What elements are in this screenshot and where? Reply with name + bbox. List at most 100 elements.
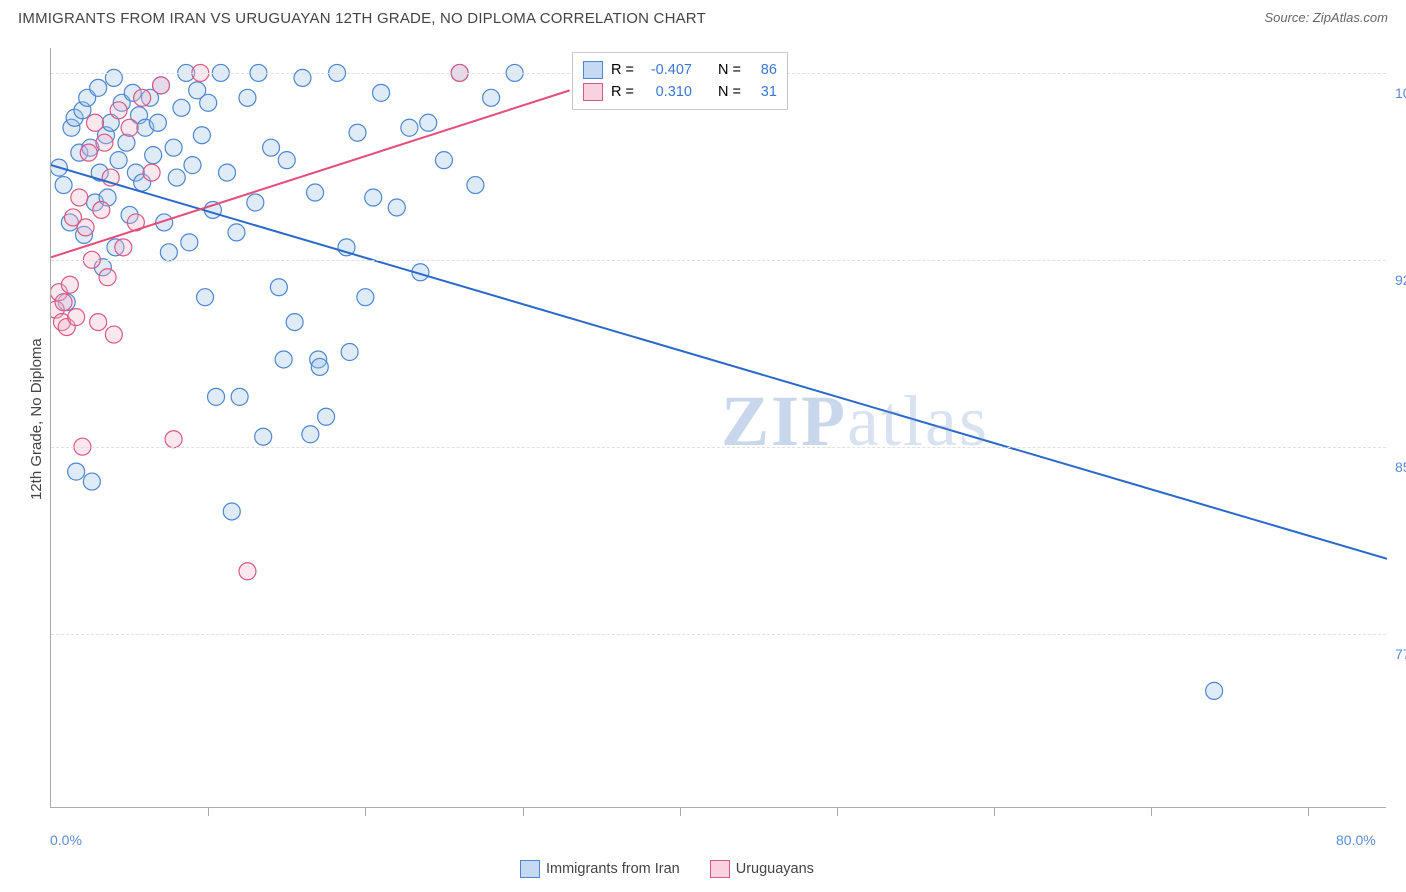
data-point: [110, 152, 127, 169]
data-point: [96, 134, 113, 151]
data-point: [193, 127, 210, 144]
x-tick: [208, 807, 209, 816]
x-axis-max-label: 80.0%: [1336, 832, 1376, 848]
data-point: [278, 152, 295, 169]
data-point: [219, 164, 236, 181]
data-point: [165, 431, 182, 448]
y-axis-label: 12th Grade, No Diploma: [28, 338, 45, 500]
data-point: [286, 314, 303, 331]
data-point: [149, 114, 166, 131]
data-point: [184, 157, 201, 174]
y-tick-label: 92.5%: [1387, 272, 1406, 288]
r-value: -0.407: [642, 62, 692, 78]
data-point: [105, 326, 122, 343]
data-point: [90, 314, 107, 331]
data-point: [71, 189, 88, 206]
source-prefix: Source:: [1264, 10, 1312, 25]
data-point: [467, 177, 484, 194]
data-point: [110, 102, 127, 119]
data-point: [121, 119, 138, 136]
data-point: [55, 294, 72, 311]
source-name: ZipAtlas.com: [1313, 10, 1388, 25]
data-point: [90, 79, 107, 96]
data-point: [77, 219, 94, 236]
data-point: [87, 114, 104, 131]
data-point: [435, 152, 452, 169]
data-point: [307, 184, 324, 201]
data-point: [143, 164, 160, 181]
data-point: [373, 84, 390, 101]
r-label: R =: [611, 62, 634, 78]
data-point: [341, 344, 358, 361]
data-point: [483, 89, 500, 106]
data-point: [239, 563, 256, 580]
data-point: [231, 388, 248, 405]
data-point: [228, 224, 245, 241]
chart-svg: [51, 48, 1387, 808]
data-point: [223, 503, 240, 520]
grid-line: [51, 447, 1386, 448]
x-tick: [365, 807, 366, 816]
data-point: [200, 94, 217, 111]
data-point: [255, 428, 272, 445]
data-point: [247, 194, 264, 211]
x-tick: [523, 807, 524, 816]
data-point: [239, 89, 256, 106]
data-point: [401, 119, 418, 136]
data-point: [93, 201, 110, 218]
data-point: [181, 234, 198, 251]
data-point: [168, 169, 185, 186]
x-tick: [994, 807, 995, 816]
y-tick-label: 85.0%: [1387, 459, 1406, 475]
y-tick-label: 77.5%: [1387, 646, 1406, 662]
r-value: 0.310: [642, 84, 692, 100]
data-point: [357, 289, 374, 306]
data-point: [311, 358, 328, 375]
legend-swatch: [583, 83, 603, 101]
r-label: R =: [611, 84, 634, 100]
legend-item: Uruguayans: [710, 860, 814, 878]
series-legend: Immigrants from Iran Uruguayans: [520, 860, 814, 878]
data-point: [318, 408, 335, 425]
source-credit: Source: ZipAtlas.com: [1264, 10, 1388, 25]
x-tick: [1308, 807, 1309, 816]
data-point: [118, 134, 135, 151]
data-point: [302, 426, 319, 443]
stats-row: R =-0.407N =86: [583, 59, 777, 81]
legend-swatch: [520, 860, 540, 878]
data-point: [365, 189, 382, 206]
chart-title: IMMIGRANTS FROM IRAN VS URUGUAYAN 12TH G…: [18, 10, 706, 27]
x-tick: [680, 807, 681, 816]
legend-swatch: [583, 61, 603, 79]
grid-line: [51, 634, 1386, 635]
data-point: [275, 351, 292, 368]
data-point: [99, 269, 116, 286]
data-point: [61, 276, 78, 293]
data-point: [165, 139, 182, 156]
data-point: [173, 99, 190, 116]
data-point: [115, 239, 132, 256]
grid-line: [51, 260, 1386, 261]
x-tick: [837, 807, 838, 816]
x-axis-min-label: 0.0%: [50, 832, 82, 848]
data-point: [197, 289, 214, 306]
data-point: [80, 144, 97, 161]
legend-label: Immigrants from Iran: [546, 861, 680, 877]
n-value: 86: [749, 62, 777, 78]
n-value: 31: [749, 84, 777, 100]
data-point: [160, 244, 177, 261]
y-tick-label: 100.0%: [1387, 85, 1406, 101]
legend-swatch: [710, 860, 730, 878]
data-point: [83, 473, 100, 490]
data-point: [270, 279, 287, 296]
data-point: [68, 463, 85, 480]
data-point: [349, 124, 366, 141]
data-point: [145, 147, 162, 164]
trend-line: [51, 165, 1387, 559]
legend-label: Uruguayans: [736, 861, 814, 877]
data-point: [1206, 682, 1223, 699]
chart-plot-area: ZIPatlas 77.5%85.0%92.5%100.0%: [50, 48, 1386, 808]
data-point: [68, 309, 85, 326]
data-point: [263, 139, 280, 156]
x-tick: [1151, 807, 1152, 816]
